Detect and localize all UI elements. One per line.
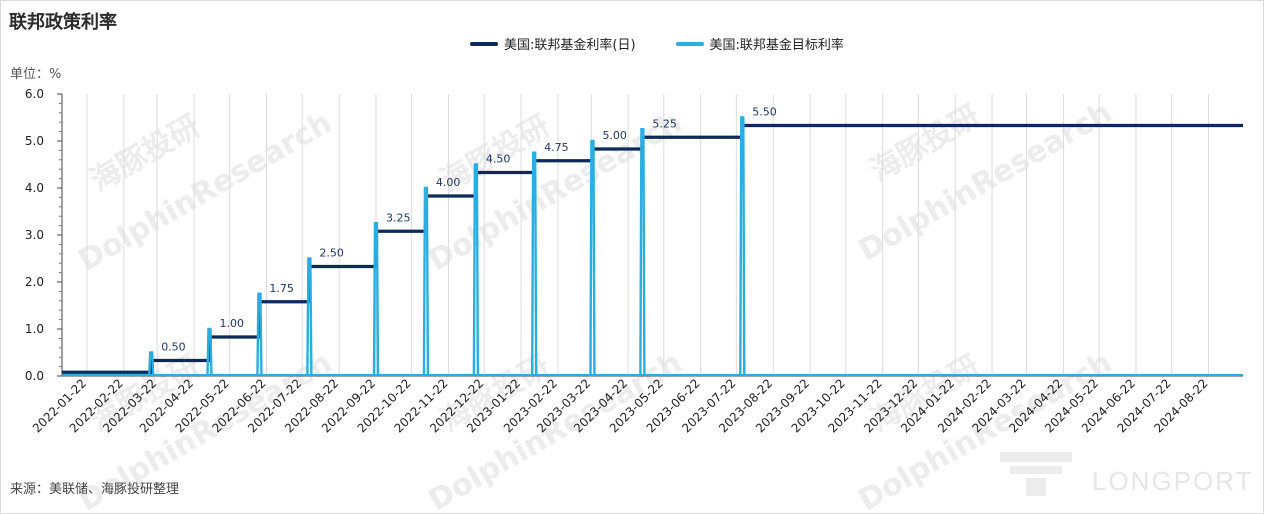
target-rate-data-label: 4.00 (436, 176, 461, 189)
target-rate-spike (372, 222, 380, 377)
target-rate-data-label: 5.50 (752, 106, 777, 119)
target-rate-spike (472, 163, 480, 377)
target-rate-data-label: 4.75 (544, 141, 569, 154)
target-rate-spike (306, 257, 313, 377)
y-tick-label: 5.0 (25, 134, 44, 148)
legend-swatch-effective (470, 41, 498, 46)
legend-label-effective: 美国:联邦基金利率(日) (504, 38, 636, 53)
legend-item-effective-rate: 美国:联邦基金利率(日) (470, 34, 636, 53)
target-rate-spike (739, 116, 746, 377)
legend-item-target-rate: 美国:联邦基金目标利率 (675, 34, 844, 53)
grid-layer (86, 94, 1210, 376)
target-rate-data-label: 3.25 (386, 211, 411, 224)
page-title: 联邦政策利率 (9, 12, 117, 33)
y-tick-label: 4.0 (25, 181, 44, 195)
y-tick-label: 3.0 (25, 228, 44, 242)
target-rate-spike (639, 128, 646, 377)
target-rate-spike (256, 292, 263, 377)
target-rate-data-label: 0.50 (161, 341, 186, 354)
legend-label-target: 美国:联邦基金目标利率 (709, 38, 844, 53)
target-rate-spike (422, 186, 430, 377)
y-tick-label: 2.0 (25, 275, 44, 289)
target-rate-data-label: 1.75 (269, 282, 294, 295)
y-tick-label: 0.0 (25, 369, 44, 383)
chart-legend: 美国:联邦基金利率(日) 美国:联邦基金目标利率 (470, 34, 844, 53)
target-rate-data-label: 5.25 (652, 117, 677, 130)
target-rate-spike (589, 139, 596, 377)
target-rate-spike (206, 327, 213, 377)
source-note: 来源：美联储、海豚投研整理 (10, 482, 180, 497)
target-rate-data-label: 2.50 (319, 247, 344, 260)
target-rate-data-label: 5.00 (602, 129, 627, 142)
data-label-layer: 0.50 1.00 1.75 2.50 3.25 4.00 4.50 4.75 5.00 5.25… (161, 106, 777, 354)
y-tick-label: 6.0 (25, 87, 44, 101)
target-rate-data-label: 1.00 (219, 317, 244, 330)
legend-swatch-target (675, 41, 704, 46)
target-rate-data-label: 4.50 (486, 153, 511, 166)
series-layer (62, 116, 1243, 377)
y-axis-unit-label: 单位：% (10, 67, 62, 82)
y-tick-label: 1.0 (25, 322, 44, 336)
target-rate-spike (148, 351, 155, 377)
target-rate-spike (530, 151, 538, 377)
longport-logo-text: LONGPORT (1092, 466, 1254, 496)
longport-logo-icon (1000, 452, 1072, 496)
